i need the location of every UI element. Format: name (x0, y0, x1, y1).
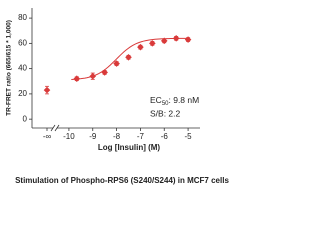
y-tick-label: 20 (18, 89, 27, 98)
x-tick-label: -6 (161, 132, 169, 141)
x-tick-label: -∞ (43, 132, 52, 141)
x-tick-label: -9 (89, 132, 97, 141)
annotation-text: 50 (162, 101, 169, 107)
annotation-text: : 9.8 nM (169, 95, 200, 105)
y-tick-label: 40 (18, 64, 27, 73)
annotation-text: EC (150, 95, 162, 105)
y-tick-label: 80 (18, 13, 27, 22)
annotation: EC50: 9.8 nM (150, 95, 199, 106)
data-point (137, 43, 144, 51)
data-point (43, 86, 51, 94)
data-point (125, 53, 132, 61)
data-point (149, 40, 156, 47)
x-tick-label: -8 (113, 132, 121, 141)
data-point (184, 36, 192, 43)
data-point (101, 69, 108, 76)
x-axis-label: Log [Insulin] (M) (98, 143, 161, 152)
chart-title: Stimulation of Phospho-RPS6 (S240/S244) … (15, 176, 229, 185)
x-tick-label: -5 (185, 132, 193, 141)
axis-break (50, 124, 56, 132)
y-tick-label: 60 (18, 38, 27, 47)
chart: Log [Insulin] (M) TR-FRET ratio (665/615… (6, 8, 229, 185)
y-axis-label: TR-FRET ratio (665/615 * 1,000) (6, 20, 13, 116)
data-point (73, 75, 81, 83)
data-point (172, 35, 180, 42)
data-point (113, 60, 120, 67)
x-tick-label: -7 (137, 132, 145, 141)
annotation: S/B: 2.2 (150, 108, 181, 118)
x-tick-label: -10 (63, 132, 75, 141)
y-tick-label: 0 (23, 114, 28, 123)
data-point (89, 72, 97, 80)
data-point (160, 37, 168, 45)
axis-break (54, 124, 60, 132)
